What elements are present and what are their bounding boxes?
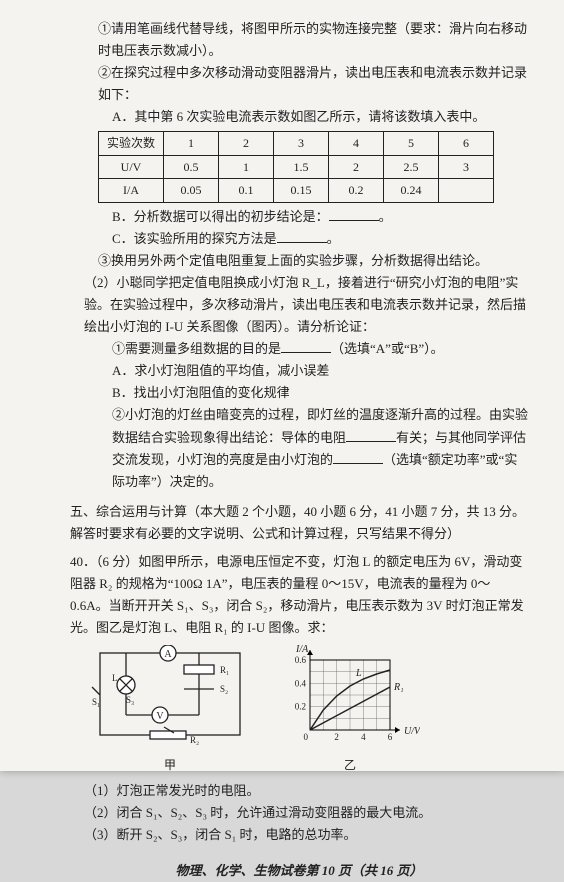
circuit-figure: A L R₁ S₂ V S₁ R₂ S₃ 甲 [90, 645, 250, 775]
data-table: 实验次数123456 U/V0.511.522.53 I/A0.050.10.1… [98, 131, 494, 202]
caption-yi: 乙 [280, 755, 420, 775]
q-opt-b: B．找出小灯泡阻值的变化规律 [70, 382, 528, 404]
figure-row: A L R₁ S₂ V S₁ R₂ S₃ 甲 2 4 6 0.2 0.4 0.6 0 U/V I… [90, 645, 528, 775]
graph-figure: 2 4 6 0.2 0.4 0.6 0 U/V I/A L R₁ 乙 [280, 645, 420, 775]
svg-text:S₂: S₂ [220, 684, 228, 694]
svg-text:2: 2 [334, 732, 339, 742]
svg-text:L: L [355, 668, 362, 679]
svg-text:0.4: 0.4 [295, 679, 307, 689]
page-footer: 物理、化学、生物试卷第 10 页（共 16 页） [70, 860, 528, 882]
svg-text:0.2: 0.2 [295, 702, 306, 712]
svg-text:R₁: R₁ [393, 682, 404, 693]
q-item-3b: B．分析数据可以得出的初步结论是：。 [70, 206, 528, 228]
svg-text:L: L [112, 673, 118, 683]
caption-jia: 甲 [90, 755, 250, 775]
svg-text:0.6: 0.6 [295, 655, 307, 665]
circuit-svg: A L R₁ S₂ V S₁ R₂ S₃ [90, 645, 250, 755]
table-row: U/V0.511.522.53 [99, 155, 494, 178]
svg-text:I/A: I/A [295, 645, 309, 655]
q-opt-a: A．求小灯泡阻值的平均值，减小误差 [70, 360, 528, 382]
table-row: I/A0.050.10.150.20.24 [99, 179, 494, 202]
q40-1: （1）灯泡正常发光时的电阻。 [70, 780, 528, 802]
q40-stem: 40．（6 分）如图甲所示，电源电压恒定不变，灯泡 L 的额定电压为 6V，滑动… [70, 551, 528, 639]
section-5-title: 五、综合运用与计算（本大题 2 个小题，40 小题 6 分，41 小题 7 分，… [70, 501, 528, 545]
q-item-2: ②在探究过程中多次移动滑动变阻器滑片，读出电压表和电流表示数并记录如下： [70, 62, 528, 106]
svg-text:4: 4 [361, 732, 366, 742]
table-row: 实验次数123456 [99, 132, 494, 155]
q40-2: （2）闭合 S₁、S₂、S₃ 时，允许通过滑动变阻器的最大电流。 [70, 802, 528, 824]
q-item-3a: A．其中第 6 次实验电流表示数如图乙所示，请将该数填入表中。 [70, 106, 528, 128]
q-part-2: （2）小聪同学把定值电阻换成小灯泡 R_L，接着进行“研究小灯泡的电阻”实验。在… [70, 272, 528, 338]
q40-3: （3）断开 S₂、S₃，闭合 S₁ 时，电路的总功率。 [70, 824, 528, 846]
svg-text:6: 6 [388, 732, 393, 742]
svg-text:A: A [164, 649, 172, 660]
svg-text:0: 0 [304, 732, 309, 742]
svg-text:R₂: R₂ [190, 735, 199, 745]
q-item-1: ①请用笔画线代替导线，将图甲所示的实物连接完整（要求：滑片向右移动时电压表示数减… [70, 18, 528, 62]
svg-text:S₁: S₁ [92, 697, 100, 707]
q-item-3c: C．该实验所用的探究方法是。 [70, 228, 528, 250]
svg-text:U/V: U/V [404, 726, 420, 737]
q-item-3d: ③换用另外两个定值电阻重复上面的实验步骤，分析数据得出结论。 [70, 250, 528, 272]
iv-chart: 2 4 6 0.2 0.4 0.6 0 U/V I/A L R₁ [280, 645, 420, 755]
svg-text:R₁: R₁ [220, 665, 229, 675]
q-sub-1: ①需要测量多组数据的目的是（选填“A”或“B”）。 [70, 338, 528, 360]
svg-text:V: V [156, 711, 164, 722]
q-sub-2: ②小灯泡的灯丝由暗变亮的过程，即灯丝的温度逐渐升高的过程。由实验数据结合实验现象… [70, 404, 528, 492]
exam-page: ①请用笔画线代替导线，将图甲所示的实物连接完整（要求：滑片向右移动时电压表示数减… [0, 0, 564, 771]
svg-text:S₃: S₃ [126, 695, 134, 705]
